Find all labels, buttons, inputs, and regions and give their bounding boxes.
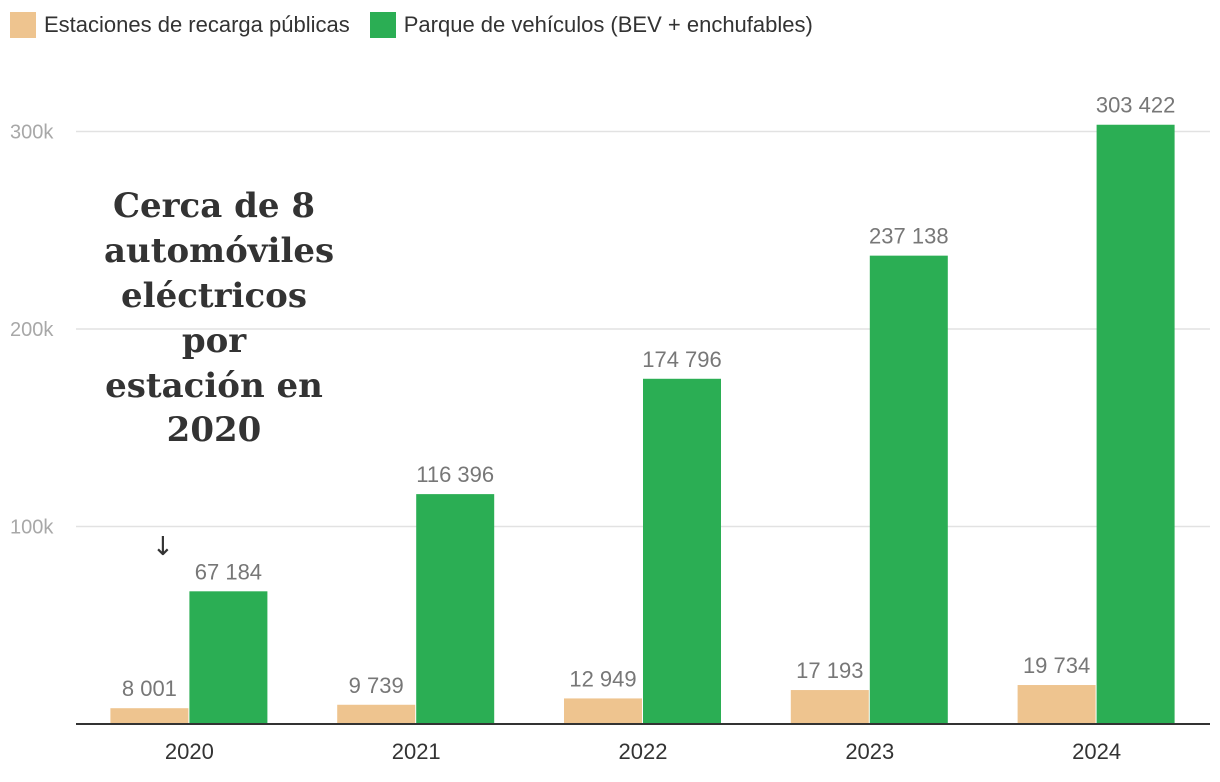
x-tick-label: 2022 bbox=[619, 739, 668, 764]
legend-item-fleet: Parque de vehículos (BEV + enchufables) bbox=[369, 12, 813, 38]
bar-stations bbox=[790, 690, 869, 724]
value-label-stations: 8 001 bbox=[122, 676, 177, 701]
value-label-fleet: 67 184 bbox=[195, 559, 262, 584]
value-label-stations: 17 193 bbox=[796, 658, 863, 683]
y-tick-label: 300k bbox=[10, 122, 54, 144]
legend-label-fleet: Parque de vehículos (BEV + enchufables) bbox=[403, 12, 813, 37]
bar-stations bbox=[1017, 685, 1096, 724]
x-tick-label: 2020 bbox=[165, 739, 214, 764]
bar-fleet bbox=[189, 591, 268, 724]
value-label-fleet: 116 396 bbox=[416, 462, 494, 487]
bar-stations bbox=[110, 708, 189, 724]
y-tick-label: 200k bbox=[10, 319, 54, 341]
bar-fleet bbox=[643, 378, 721, 724]
value-label-fleet: 303 422 bbox=[1096, 93, 1176, 118]
x-tick-label: 2023 bbox=[845, 739, 894, 764]
legend-label-stations: Estaciones de recarga públicas bbox=[44, 12, 350, 37]
value-label-stations: 12 949 bbox=[569, 666, 636, 691]
bar-fleet bbox=[1096, 124, 1175, 724]
annotation-arrow-icon: ↓ bbox=[152, 532, 174, 562]
value-label-stations: 9 739 bbox=[349, 673, 404, 698]
value-label-stations: 19 734 bbox=[1023, 653, 1090, 678]
bar-fleet bbox=[416, 494, 495, 724]
value-label-fleet: 174 796 bbox=[642, 347, 722, 372]
value-label-fleet: 237 138 bbox=[869, 224, 949, 249]
bar-stations bbox=[564, 698, 642, 724]
bar-stations bbox=[337, 704, 416, 724]
chart-annotation: Cerca de 8 automóviles eléctricos por es… bbox=[104, 186, 335, 451]
x-tick-label: 2021 bbox=[392, 739, 441, 764]
legend-item-stations: Estaciones de recarga públicas bbox=[10, 12, 350, 38]
chart-legend: Estaciones de recarga públicas Parque de… bbox=[10, 12, 813, 38]
y-tick-label: 100k bbox=[10, 517, 54, 539]
legend-swatch-stations bbox=[10, 12, 36, 38]
x-tick-label: 2024 bbox=[1072, 739, 1121, 764]
legend-swatch-fleet bbox=[369, 12, 396, 38]
bar-fleet bbox=[869, 255, 948, 724]
